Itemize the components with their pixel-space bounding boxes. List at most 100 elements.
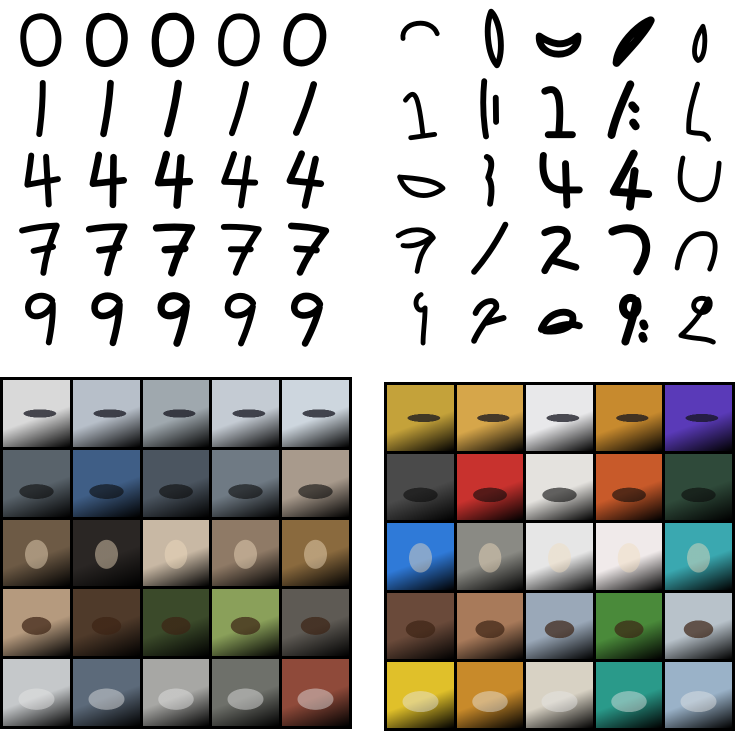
truck-silhouette bbox=[72, 659, 140, 726]
digit-9-image bbox=[140, 281, 206, 350]
digit-glyph bbox=[541, 225, 580, 275]
digit-stroke bbox=[678, 295, 716, 345]
cat-thumbnail bbox=[212, 519, 280, 587]
cat-silhouette bbox=[665, 523, 732, 590]
digit-4-image bbox=[524, 143, 593, 212]
automobile-thumbnail bbox=[282, 449, 349, 517]
digit-1-image bbox=[140, 74, 206, 143]
digit-stroke bbox=[24, 152, 61, 188]
digit-stroke bbox=[485, 8, 505, 69]
airplane-thumbnail bbox=[595, 385, 663, 452]
automobile-silhouette bbox=[526, 454, 593, 521]
cat-thumbnail bbox=[282, 519, 349, 587]
digit-glyph bbox=[154, 150, 194, 209]
mnist-panel-left bbox=[8, 5, 338, 350]
digit-1-image bbox=[272, 74, 338, 143]
cat-thumbnail bbox=[665, 523, 732, 590]
digit-stroke bbox=[221, 151, 259, 186]
digit-1-image bbox=[206, 74, 272, 143]
cat-thumbnail bbox=[526, 523, 593, 590]
automobile-silhouette bbox=[3, 449, 70, 517]
horse-silhouette bbox=[72, 589, 140, 657]
digit-glyph bbox=[485, 8, 505, 69]
automobile-thumbnail bbox=[72, 449, 140, 517]
digit-0-image bbox=[663, 5, 732, 74]
digit-glyph bbox=[612, 16, 655, 67]
digit-stroke bbox=[292, 81, 318, 136]
digit-stroke bbox=[287, 222, 330, 276]
automobile-thumbnail bbox=[526, 454, 593, 521]
digit-stroke bbox=[480, 78, 500, 140]
digit-stroke bbox=[238, 155, 252, 209]
truck-silhouette bbox=[665, 661, 732, 728]
cat-silhouette bbox=[526, 523, 593, 590]
digit-stroke bbox=[618, 293, 649, 346]
digit-stroke bbox=[301, 155, 319, 209]
digit-glyph bbox=[100, 79, 114, 138]
digit-stroke bbox=[224, 292, 257, 347]
digit-glyph bbox=[89, 151, 128, 209]
digit-glyph bbox=[24, 152, 61, 208]
digit-glyph bbox=[413, 292, 428, 346]
cifar-panel-right bbox=[384, 382, 735, 731]
cat-thumbnail bbox=[595, 523, 663, 590]
digit-stroke bbox=[291, 292, 324, 347]
digit-glyph bbox=[618, 293, 649, 346]
truck-silhouette bbox=[526, 661, 593, 728]
digit-0-image bbox=[594, 5, 663, 74]
horse-thumbnail bbox=[595, 592, 663, 659]
cat-silhouette bbox=[282, 519, 349, 587]
digit-glyph bbox=[286, 150, 325, 209]
digit-7-image bbox=[74, 212, 140, 281]
digit-1-image bbox=[8, 74, 74, 143]
digit-7-image bbox=[663, 212, 732, 281]
digit-stroke bbox=[164, 79, 182, 138]
automobile-thumbnail bbox=[665, 454, 732, 521]
digit-glyph bbox=[691, 23, 708, 63]
digit-glyph bbox=[25, 292, 56, 346]
digit-stroke bbox=[397, 174, 446, 198]
digit-stroke bbox=[471, 221, 509, 275]
digit-grid-left bbox=[8, 5, 338, 350]
digit-stroke bbox=[151, 12, 195, 68]
digit-glyph bbox=[539, 151, 584, 209]
cifar-panel-left bbox=[0, 377, 352, 729]
digit-glyph bbox=[607, 224, 650, 276]
horse-thumbnail bbox=[142, 589, 210, 657]
digit-stroke bbox=[541, 225, 580, 275]
digit-glyph bbox=[291, 292, 324, 347]
truck-silhouette bbox=[387, 661, 454, 728]
airplane-thumbnail bbox=[3, 380, 70, 447]
digit-9-image bbox=[8, 281, 74, 350]
digit-stroke bbox=[36, 79, 46, 138]
cat-silhouette bbox=[595, 523, 663, 590]
automobile-silhouette bbox=[72, 449, 140, 517]
horse-silhouette bbox=[212, 589, 280, 657]
digit-4-image bbox=[206, 143, 272, 212]
horse-thumbnail bbox=[387, 592, 454, 659]
digit-stroke bbox=[536, 32, 582, 58]
automobile-silhouette bbox=[456, 454, 524, 521]
digit-glyph bbox=[471, 221, 509, 275]
truck-thumbnail bbox=[142, 659, 210, 726]
digit-glyph bbox=[538, 308, 584, 335]
digit-glyph bbox=[484, 154, 495, 207]
cat-thumbnail bbox=[456, 523, 524, 590]
horse-thumbnail bbox=[282, 589, 349, 657]
airplane-silhouette bbox=[142, 380, 210, 447]
digit-glyph bbox=[678, 295, 716, 345]
airplane-thumbnail bbox=[72, 380, 140, 447]
digit-glyph bbox=[686, 81, 711, 142]
automobile-thumbnail bbox=[3, 449, 70, 517]
digit-glyph bbox=[164, 79, 182, 138]
truck-silhouette bbox=[212, 659, 280, 726]
digit-7-image bbox=[8, 212, 74, 281]
digit-9-image bbox=[206, 281, 272, 350]
cat-silhouette bbox=[456, 523, 524, 590]
digit-0-image bbox=[524, 5, 593, 74]
digit-4-image bbox=[455, 143, 524, 212]
horse-silhouette bbox=[387, 592, 454, 659]
digit-0-image bbox=[74, 5, 140, 74]
automobile-thumbnail bbox=[212, 449, 280, 517]
digit-glyph bbox=[397, 174, 446, 198]
